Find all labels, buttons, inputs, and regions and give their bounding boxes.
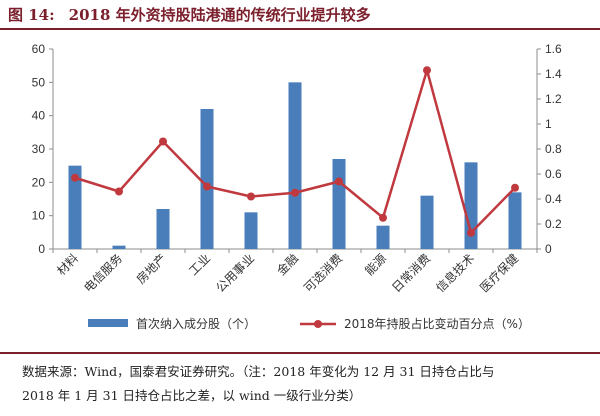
legend-line-label: 2018年持股占比变动百分点（%）: [344, 316, 530, 331]
right-tick-label: 0.8: [545, 142, 562, 156]
x-category-label: 日常消费: [389, 251, 433, 295]
right-tick-label: 0.2: [545, 217, 562, 231]
x-category-label: 房地产: [133, 251, 169, 287]
bar-能源: [376, 225, 390, 249]
right-tick-label: 1.2: [545, 92, 562, 106]
footer-divider: [0, 352, 600, 354]
line-point-电信服务: [115, 187, 123, 196]
left-tick-label: 30: [32, 142, 46, 156]
left-tick-label: 0: [38, 242, 45, 256]
right-tick-label: 0: [545, 242, 552, 256]
bar-电信服务: [112, 245, 126, 249]
left-tick-label: 20: [32, 175, 46, 189]
line-point-能源: [379, 213, 387, 222]
legend-line-marker: [314, 320, 322, 328]
line-point-公用事业: [247, 192, 255, 201]
source-note-line-2: 2018 年 1 月 31 日持仓占比之差，以 wind 一级行业分类）: [22, 388, 362, 403]
bar-医疗保健: [508, 192, 522, 249]
x-category-label: 公用事业: [213, 251, 257, 295]
line-point-信息技术: [467, 228, 475, 237]
legend-bar-swatch: [88, 319, 128, 327]
line-point-材料: [71, 173, 79, 182]
right-tick-label: 0.4: [545, 192, 562, 206]
x-category-label: 工业: [186, 251, 213, 278]
left-tick-label: 10: [32, 209, 46, 223]
line-point-金融: [291, 188, 299, 197]
left-tick-label: 50: [32, 75, 46, 89]
right-tick-label: 1.4: [545, 67, 562, 81]
left-tick-label: 60: [32, 42, 46, 56]
bar-公用事业: [244, 212, 258, 249]
line-point-工业: [203, 182, 211, 191]
source-note: 数据来源：Wind，国泰君安证券研究。（注：2018 年变化为 12 月 31 …: [22, 360, 592, 408]
bar-房地产: [156, 209, 170, 249]
x-category-label: 材料: [54, 251, 81, 278]
x-category-label: 医疗保健: [477, 251, 521, 295]
bar-金融: [288, 82, 302, 249]
figure-title-text: 2018 年外资持股陆港通的传统行业提升较多: [68, 6, 371, 24]
legend-bar-label: 首次纳入成分股（个）: [136, 317, 256, 331]
right-tick-label: 1.6: [545, 42, 562, 56]
x-category-label: 金融: [274, 251, 302, 279]
line-point-日常消费: [423, 66, 431, 75]
figure-title-bar: 图 14: 2018 年外资持股陆港通的传统行业提升较多: [0, 0, 600, 30]
bar-工业: [200, 109, 214, 249]
right-tick-label: 0.6: [545, 167, 562, 181]
bar-材料: [68, 165, 82, 249]
x-category-label: 电信服务: [81, 251, 126, 296]
line-point-房地产: [159, 137, 167, 146]
bar-可选消费: [332, 159, 346, 249]
combo-chart: 0 10 20 30 40 50 60 0 0.2 0.4 0.6 0.8 1 1.2 1.4 1.6 材料 电信…: [32, 42, 562, 331]
figure-label: 图 14:: [8, 6, 55, 24]
x-category-label: 能源: [362, 251, 389, 278]
bar-信息技术: [464, 162, 478, 249]
left-tick-label: 40: [32, 109, 46, 123]
line-point-医疗保健: [511, 183, 519, 192]
right-tick-label: 1: [545, 117, 552, 131]
x-category-label: 可选消费: [301, 251, 345, 295]
figure-title: 图 14: 2018 年外资持股陆港通的传统行业提升较多: [8, 4, 371, 25]
source-note-line-1: 数据来源：Wind，国泰君安证券研究。（注：2018 年变化为 12 月 31 …: [22, 364, 495, 379]
bar-日常消费: [420, 195, 434, 249]
x-category-label: 信息技术: [433, 251, 478, 296]
line-point-可选消费: [335, 177, 343, 186]
